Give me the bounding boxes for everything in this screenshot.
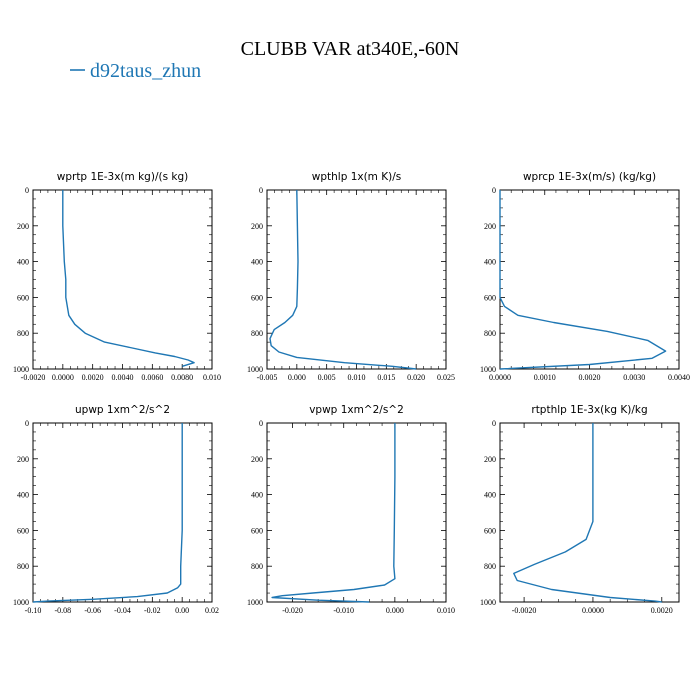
y-tick-label: 1000 [13, 365, 29, 374]
panel-grid: wprtp 1E-3x(m kg)/(s kg) 0 200 400 600 800 100… [13, 171, 690, 615]
y-tick-label: 200 [251, 455, 263, 464]
x-tick-label: -0.10 [25, 606, 42, 615]
x-tick-label: 0.0080 [171, 373, 193, 382]
y-tick-label: 200 [17, 222, 29, 231]
x-tick-label: 0.020 [407, 373, 425, 382]
x-tick-label: -0.06 [84, 606, 101, 615]
x-tick-label: 0.0020 [579, 373, 601, 382]
x-tick-label: -0.0020 [21, 373, 46, 382]
y-tick-label: 400 [251, 491, 263, 500]
panel-1: wprtp 1E-3x(m kg)/(s kg) 0 200 400 600 800 100… [13, 171, 221, 382]
x-tick-label: 0.000 [288, 373, 306, 382]
x-tick-label: 0.0040 [668, 373, 690, 382]
series-line [62, 190, 195, 367]
plot-frame [266, 422, 447, 603]
x-tick-label: 0.005 [318, 373, 336, 382]
y-tick-label: 400 [251, 258, 263, 267]
panel-title: wprtp 1E-3x(m kg)/(s kg) [57, 171, 188, 183]
x-tick-label: -0.005 [257, 373, 278, 382]
legend: d92taus_zhun [70, 60, 201, 82]
y-tick-label: 800 [484, 562, 496, 571]
x-tick-label: 0.0000 [582, 606, 604, 615]
panel-6: rtpthlp 1E-3x(kg K)/kg 0 200 400 600 800 1000 -… [480, 404, 680, 615]
panel-title: wprcp 1E-3x(m/s) (kg/kg) [523, 171, 656, 183]
y-tick-label: 1000 [247, 365, 263, 374]
panel-4: upwp 1xm^2/s^2 0 200 400 600 800 1000-0.10 -0.0… [13, 404, 219, 615]
x-tick-label: -0.02 [144, 606, 161, 615]
y-tick-label: 200 [484, 222, 496, 231]
y-tick-label: 1000 [13, 598, 29, 607]
y-tick-label: 400 [17, 491, 29, 500]
panel-title: upwp 1xm^2/s^2 [75, 404, 170, 416]
y-tick-label: 600 [484, 526, 496, 535]
x-tick-label: 0.02 [205, 606, 219, 615]
y-tick-label: 400 [484, 258, 496, 267]
y-tick-label: 0 [259, 186, 263, 195]
x-tick-label: 0.0040 [112, 373, 134, 382]
y-tick-label: 200 [251, 222, 263, 231]
x-tick-label: 0.0020 [651, 606, 673, 615]
y-tick-label: 1000 [247, 598, 263, 607]
y-tick-label: 800 [17, 329, 29, 338]
panel-title: rtpthlp 1E-3x(kg K)/kg [531, 404, 647, 416]
panel-2: wpthlp 1x(m K)/s 0 200 400 600 800 1000-0.005 0… [247, 171, 455, 382]
x-tick-label: -0.010 [333, 606, 354, 615]
y-tick-label: 600 [17, 293, 29, 302]
x-tick-label: 0.010 [437, 606, 455, 615]
plot-frame [32, 422, 213, 603]
y-tick-label: 0 [259, 419, 263, 428]
panel-3: wprcp 1E-3x(m/s) (kg/kg) 0 200 400 600 800 100… [480, 171, 690, 382]
y-tick-label: 800 [17, 562, 29, 571]
x-tick-label: 0.0000 [489, 373, 511, 382]
x-tick-label: 0.0000 [52, 373, 74, 382]
x-tick-label: -0.08 [54, 606, 71, 615]
x-tick-label: 0.0010 [534, 373, 556, 382]
plot-frame [32, 189, 213, 370]
y-tick-label: 800 [251, 562, 263, 571]
x-tick-label: -0.020 [282, 606, 303, 615]
y-tick-label: 800 [251, 329, 263, 338]
series-line [269, 189, 417, 370]
series-line [271, 423, 396, 603]
y-tick-label: 800 [484, 329, 496, 338]
y-tick-label: 0 [25, 186, 29, 195]
y-tick-label: 400 [17, 258, 29, 267]
x-tick-label: 0.015 [377, 373, 395, 382]
x-tick-label: 0.0020 [82, 373, 104, 382]
series-line [499, 190, 667, 370]
y-tick-label: 600 [484, 293, 496, 302]
plot-frame [499, 189, 680, 370]
y-tick-label: 400 [484, 491, 496, 500]
series-line [32, 423, 183, 603]
x-tick-label: 0.010 [348, 373, 366, 382]
panel-title: vpwp 1xm^2/s^2 [309, 404, 404, 416]
x-tick-label: 0.000 [386, 606, 404, 615]
x-tick-label: 0.010 [203, 373, 221, 382]
legend-label: d92taus_zhun [90, 60, 201, 82]
y-tick-label: 1000 [480, 365, 496, 374]
y-tick-label: 200 [484, 455, 496, 464]
x-tick-label: 0.00 [175, 606, 189, 615]
y-tick-label: 600 [17, 526, 29, 535]
x-tick-label: 0.0030 [623, 373, 645, 382]
panel-5: vpwp 1xm^2/s^2 0 200 400 600 800 1000 -0.020 -0.… [247, 404, 455, 615]
y-tick-label: 200 [17, 455, 29, 464]
x-tick-label: 0.0060 [141, 373, 163, 382]
y-tick-label: 0 [492, 186, 496, 195]
x-tick-label: -0.04 [114, 606, 131, 615]
plot-frame [499, 422, 680, 603]
y-tick-label: 0 [492, 419, 496, 428]
y-tick-label: 1000 [480, 598, 496, 607]
y-tick-label: 600 [251, 293, 263, 302]
plot-frame [266, 189, 447, 370]
x-tick-label: -0.0020 [512, 606, 537, 615]
y-tick-label: 600 [251, 526, 263, 535]
panel-title: wpthlp 1x(m K)/s [312, 171, 402, 183]
figure-title: CLUBB VAR at340E,-60N [241, 38, 460, 60]
y-tick-label: 0 [25, 419, 29, 428]
x-tick-label: 0.025 [437, 373, 455, 382]
series-line [513, 423, 662, 603]
